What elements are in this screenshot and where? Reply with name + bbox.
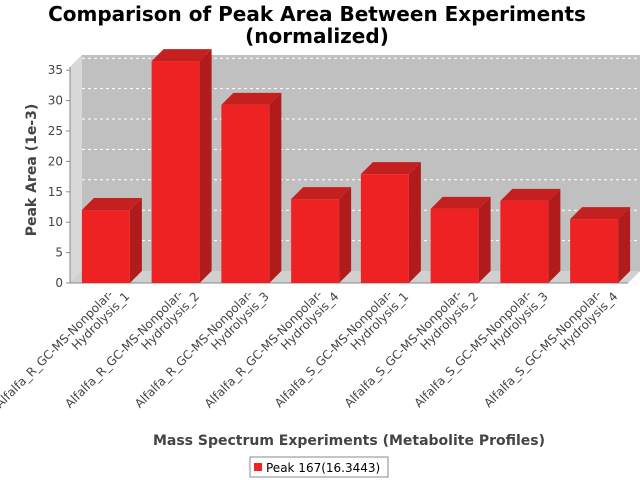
plot-area: 0 5 10 15 20 25 30 35 Alfalfa_R_GC-MS-Nonpolar-H…	[0, 49, 640, 420]
bar-side	[129, 198, 142, 283]
y-tick-label: 15	[48, 185, 63, 199]
chart-subtitle: (normalized)	[245, 24, 389, 48]
x-tick-label: Alfalfa_R_GC-MS-Nonpolar-Hydrolysis_2	[62, 280, 202, 420]
bar	[430, 208, 479, 283]
bar	[360, 174, 409, 283]
bar-side	[478, 196, 491, 283]
y-tick-label: 10	[48, 215, 63, 229]
bar-top	[500, 188, 561, 201]
x-tick-label: Alfalfa_R_GC-MS-Nonpolar-Hydrolysis_4	[202, 280, 342, 420]
y-tick-label: 0	[55, 276, 63, 290]
bar	[81, 210, 130, 283]
bar-top	[430, 196, 491, 209]
bar-top	[360, 162, 421, 175]
bar-side	[618, 207, 631, 283]
bar-side	[408, 162, 421, 283]
chart-title: Comparison of Peak Area Between Experime…	[48, 2, 586, 26]
y-tick-label: 25	[48, 124, 63, 138]
bar	[570, 219, 619, 283]
bar-top	[291, 187, 352, 200]
legend-label: Peak 167(16.3443)	[266, 461, 380, 475]
bar	[221, 104, 270, 283]
bar	[151, 61, 200, 283]
bar-top	[221, 92, 282, 105]
legend: Peak 167(16.3443)	[249, 456, 389, 478]
plot-left-wall	[70, 55, 82, 283]
bar-side	[548, 188, 561, 283]
bar	[500, 200, 549, 283]
plot-floor	[70, 271, 640, 283]
legend-swatch	[254, 463, 262, 471]
bar	[291, 199, 340, 283]
bar-top	[570, 207, 631, 220]
bar-side	[339, 187, 352, 283]
x-tick-label: Alfalfa_S_GC-MS-Nonpolar-Hydrolysis_2	[342, 280, 481, 419]
y-tick-label: 35	[48, 63, 63, 77]
y-tick-label: 30	[48, 94, 63, 108]
x-tick-label: Alfalfa_S_GC-MS-Nonpolar-Hydrolysis_1	[272, 280, 411, 419]
bar-top	[151, 49, 212, 62]
x-axis-label: Mass Spectrum Experiments (Metabolite Pr…	[153, 433, 545, 449]
y-tick-label: 5	[55, 246, 63, 260]
x-tick-label: Alfalfa_S_GC-MS-Nonpolar-Hydrolysis_3	[411, 280, 550, 419]
y-tick-label: 20	[48, 154, 63, 168]
legend-box	[249, 456, 389, 478]
plot-background	[70, 55, 640, 283]
bar-side	[199, 49, 212, 283]
y-axis-label: Peak Area (1e-3)	[24, 104, 40, 237]
bar-top	[81, 198, 142, 211]
x-tick-label: Alfalfa_S_GC-MS-Nonpolar-Hydrolysis_4	[481, 280, 620, 419]
x-tick-label: Alfalfa_R_GC-MS-Nonpolar-Hydrolysis_3	[132, 280, 272, 420]
bar-side	[269, 92, 282, 283]
